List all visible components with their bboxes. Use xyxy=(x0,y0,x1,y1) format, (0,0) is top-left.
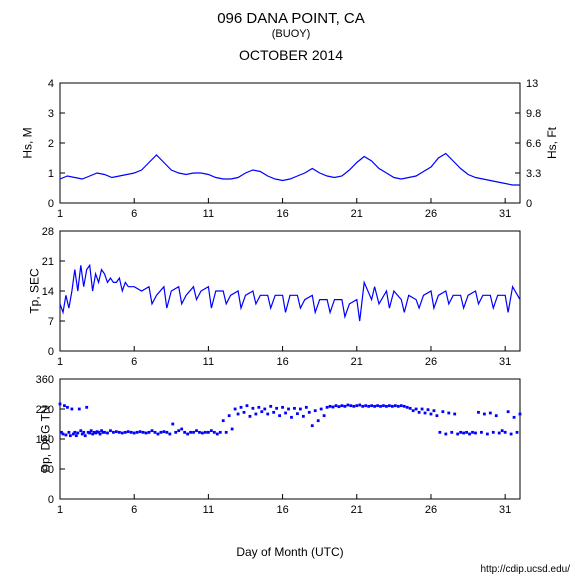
svg-text:1: 1 xyxy=(57,356,63,368)
svg-text:11: 11 xyxy=(203,504,214,516)
panel-2: Dp, DEG TN090180270360161116212631 xyxy=(60,379,520,499)
svg-text:1: 1 xyxy=(57,208,63,220)
svg-text:16: 16 xyxy=(276,356,288,368)
svg-text:11: 11 xyxy=(203,356,214,368)
svg-text:6.6: 6.6 xyxy=(526,138,541,150)
svg-text:21: 21 xyxy=(42,256,54,268)
svg-text:360: 360 xyxy=(36,374,54,386)
panel-1: Tp, SEC07142128161116212631 xyxy=(60,231,520,351)
svg-text:31: 31 xyxy=(499,356,511,368)
svg-text:26: 26 xyxy=(425,356,437,368)
panel-svg-0: 0123403.36.69.813161116212631 xyxy=(60,83,520,203)
svg-text:7: 7 xyxy=(48,316,54,328)
svg-text:3.3: 3.3 xyxy=(526,168,541,180)
svg-text:4: 4 xyxy=(48,78,54,90)
svg-text:11: 11 xyxy=(203,208,214,220)
panels-container: Hs, MHs, Ft0123403.36.69.813161116212631… xyxy=(60,83,520,527)
svg-text:6: 6 xyxy=(131,504,137,516)
svg-text:16: 16 xyxy=(276,504,288,516)
svg-text:21: 21 xyxy=(351,504,363,516)
panel-0: Hs, MHs, Ft0123403.36.69.813161116212631 xyxy=(60,83,520,203)
panel-svg-1: 07142128161116212631 xyxy=(60,231,520,351)
svg-text:9.8: 9.8 xyxy=(526,108,541,120)
data-line-0 xyxy=(60,154,520,186)
svg-text:14: 14 xyxy=(42,286,54,298)
svg-text:26: 26 xyxy=(425,208,437,220)
svg-text:13: 13 xyxy=(526,78,538,90)
chart-page: 096 DANA POINT, CA (BUOY) OCTOBER 2014 H… xyxy=(0,0,582,581)
svg-text:6: 6 xyxy=(131,208,137,220)
svg-text:0: 0 xyxy=(526,198,532,210)
station-title: 096 DANA POINT, CA xyxy=(0,0,582,28)
station-subtitle: (BUOY) xyxy=(0,28,582,41)
svg-text:1: 1 xyxy=(48,168,54,180)
svg-text:16: 16 xyxy=(276,208,288,220)
y-axis-label-2: Dp, DEG TN xyxy=(39,405,53,472)
svg-text:6: 6 xyxy=(131,356,137,368)
y-axis-label-1: Tp, SEC xyxy=(28,268,42,313)
svg-text:31: 31 xyxy=(499,504,511,516)
panel-svg-2: 090180270360161116212631 xyxy=(60,379,520,499)
svg-text:0: 0 xyxy=(48,494,54,506)
source-url: http://cdip.ucsd.edu/ xyxy=(480,564,570,575)
svg-text:26: 26 xyxy=(425,504,437,516)
svg-text:2: 2 xyxy=(48,138,54,150)
svg-text:0: 0 xyxy=(48,346,54,358)
x-axis-label: Day of Month (UTC) xyxy=(60,545,520,559)
svg-text:21: 21 xyxy=(351,208,363,220)
svg-text:1: 1 xyxy=(57,504,63,516)
svg-text:31: 31 xyxy=(499,208,511,220)
svg-text:0: 0 xyxy=(48,198,54,210)
y-axis-label-right-0: Hs, Ft xyxy=(545,127,559,159)
y-axis-label-0: Hs, M xyxy=(21,127,35,158)
month-title: OCTOBER 2014 xyxy=(0,41,582,64)
data-line-1 xyxy=(60,265,520,321)
svg-text:21: 21 xyxy=(351,356,363,368)
svg-text:28: 28 xyxy=(42,226,54,238)
svg-text:3: 3 xyxy=(48,108,54,120)
